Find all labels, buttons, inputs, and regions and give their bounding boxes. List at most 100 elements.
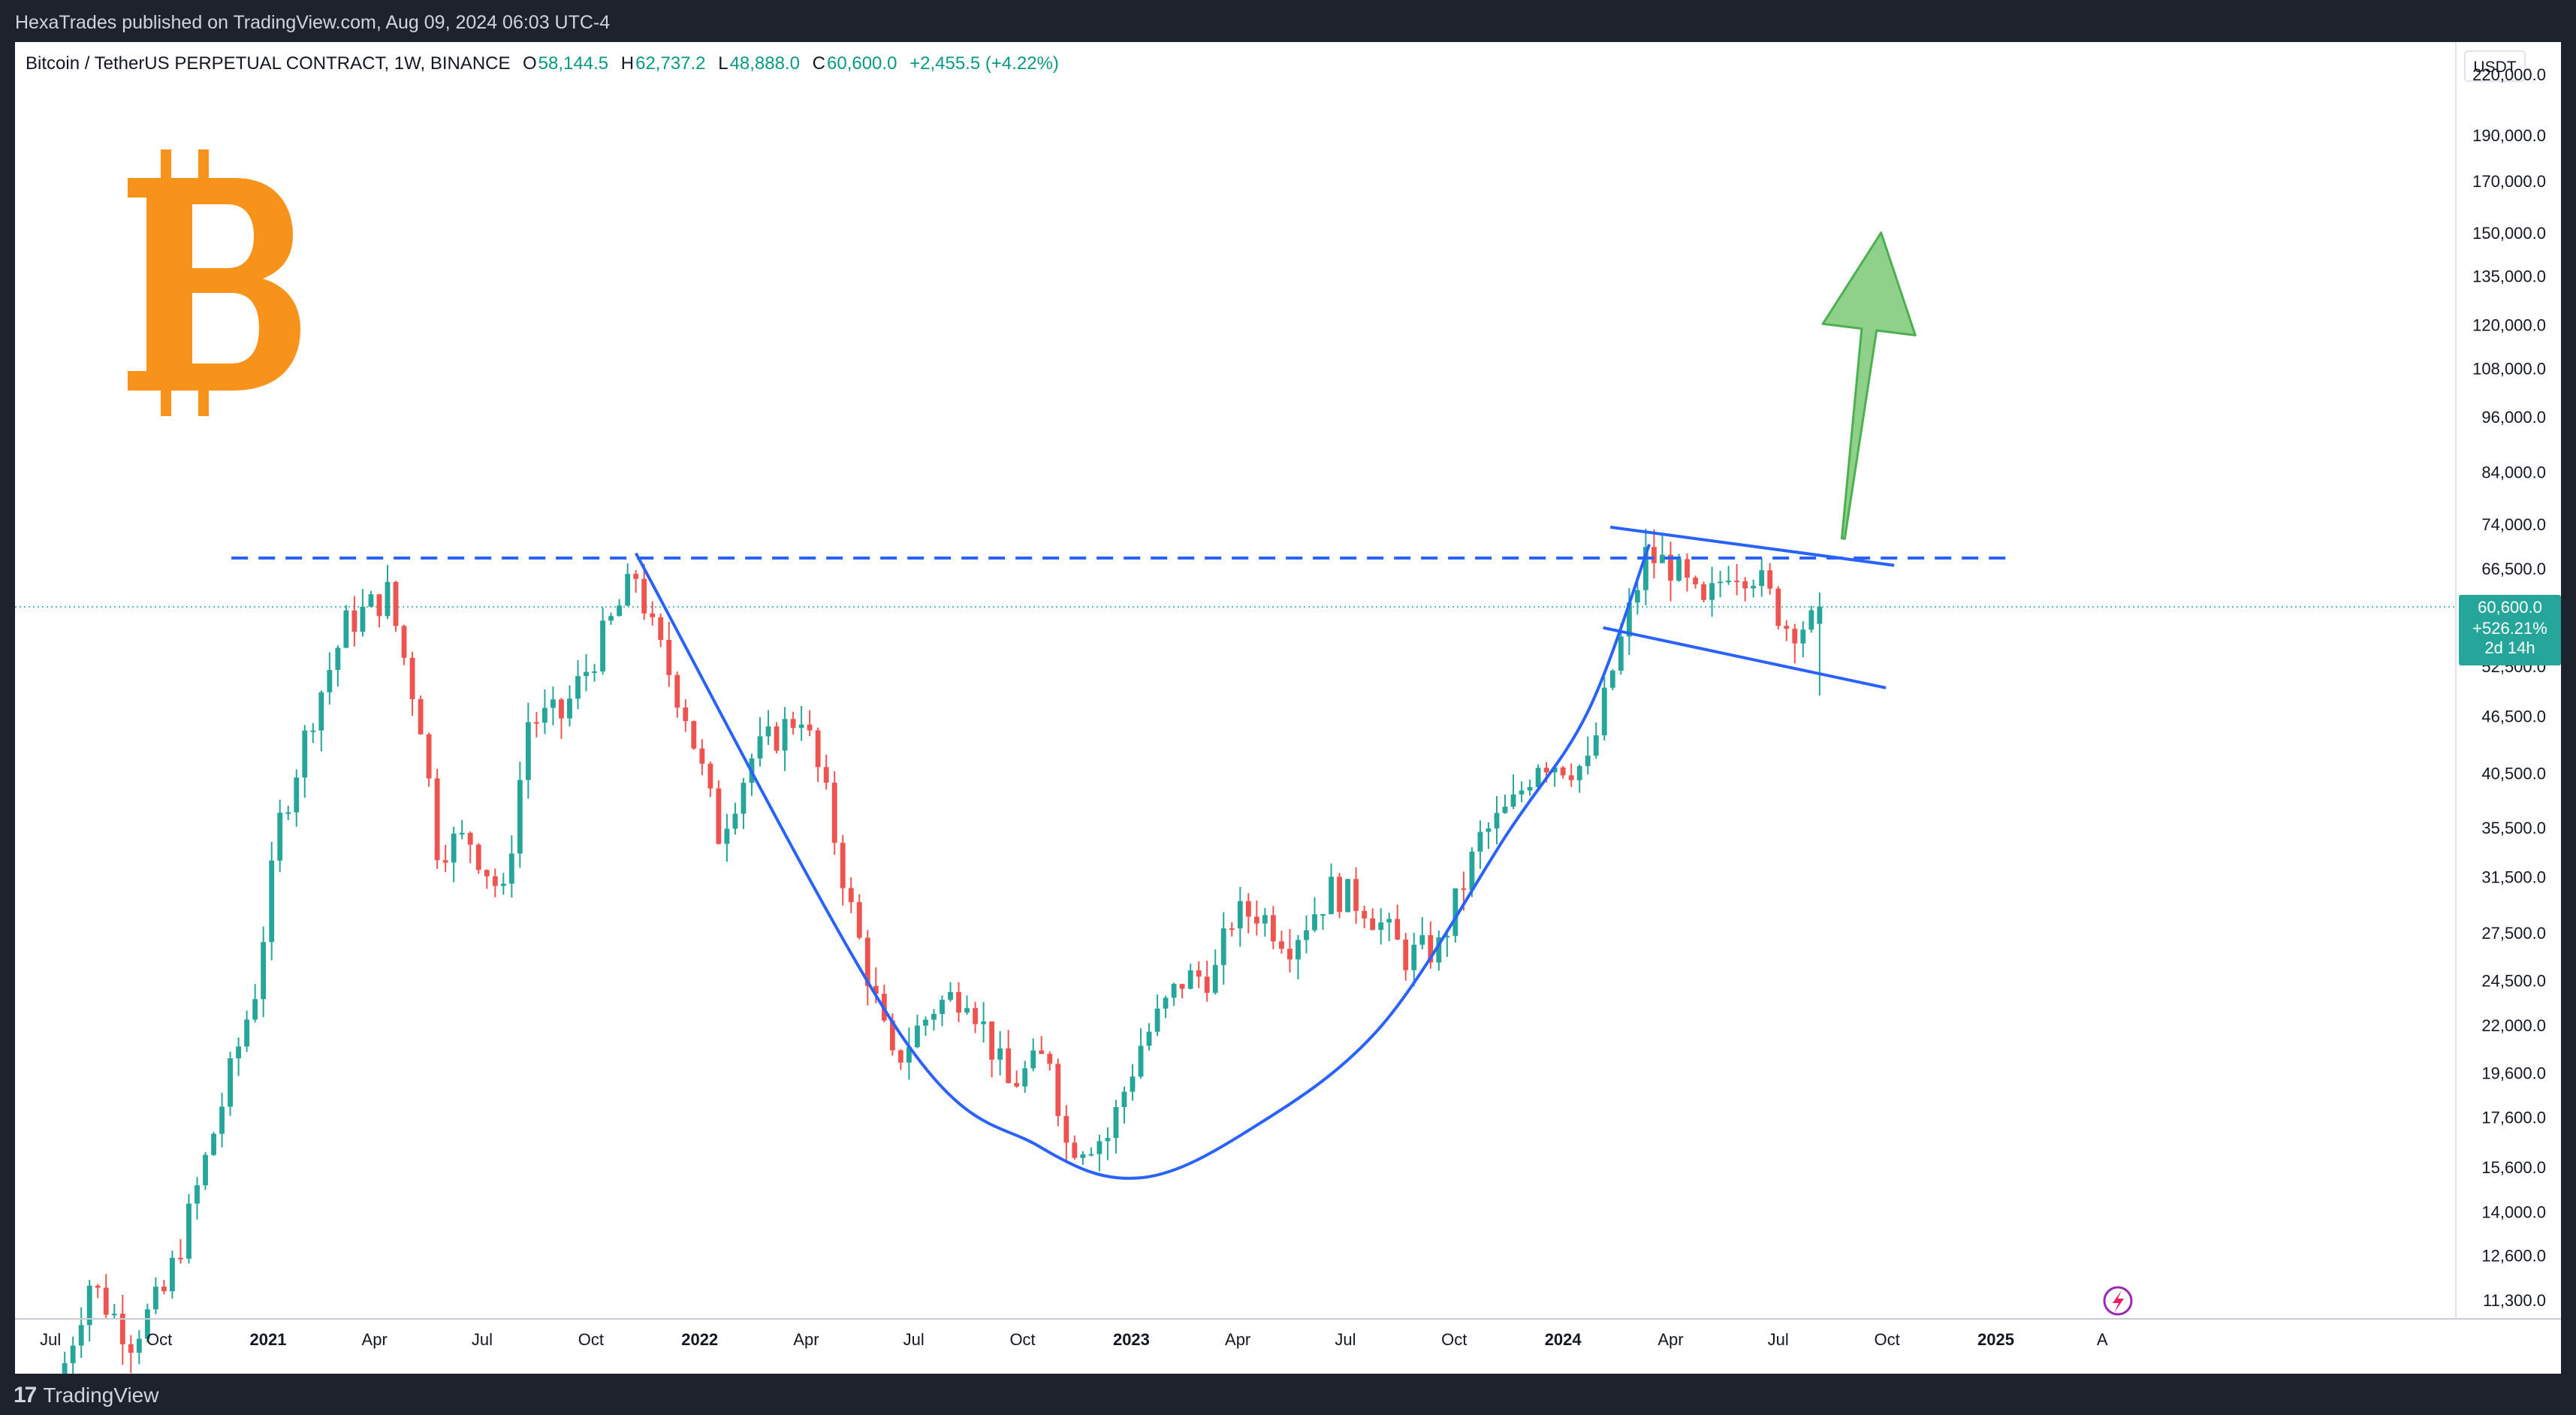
candle	[650, 601, 656, 626]
candle	[128, 1335, 134, 1374]
x-tick-label: A	[2097, 1330, 2108, 1349]
candle	[1800, 621, 1806, 658]
candle	[1039, 1036, 1045, 1054]
lightning-icon[interactable]	[2103, 1286, 2133, 1316]
currency-label[interactable]: USDT	[2473, 59, 2516, 76]
candle	[1312, 897, 1317, 933]
candle	[343, 605, 349, 649]
candle	[1179, 984, 1185, 999]
candle	[442, 844, 448, 873]
x-tick-label: 2021	[249, 1330, 286, 1349]
currency-button[interactable]	[2464, 50, 2526, 82]
target-arrow-icon[interactable]	[1821, 231, 1917, 540]
candle	[774, 722, 780, 754]
candle	[1362, 905, 1368, 929]
candle	[1063, 1105, 1069, 1163]
candle	[1767, 563, 1773, 595]
candle	[1055, 1058, 1061, 1127]
candle	[144, 1303, 150, 1343]
candle	[1212, 949, 1218, 995]
candle	[327, 652, 333, 705]
y-tick-label: 19,600.0	[2481, 1064, 2546, 1082]
y-tick-label: 17,600.0	[2481, 1109, 2546, 1127]
candle	[236, 1037, 242, 1076]
time-axis[interactable]: Jul Oct 2021 Apr Jul Oct 2022 Apr Jul Oct 2023 Apr J…	[15, 1318, 2561, 1349]
candle	[1237, 887, 1243, 947]
candle	[95, 1284, 101, 1299]
candle	[294, 769, 300, 827]
candle	[1386, 913, 1392, 942]
candle	[567, 685, 572, 727]
candle	[782, 707, 788, 771]
candle	[815, 727, 821, 783]
candle	[1146, 1023, 1152, 1051]
candle	[724, 813, 730, 862]
y-tick-label: 135,000.0	[2472, 267, 2546, 286]
candle	[277, 799, 283, 873]
close-value: 60,600.0	[827, 53, 897, 74]
y-tick-label: 220,000.0	[2472, 65, 2546, 84]
candle	[674, 671, 680, 718]
publish-info: HexaTrades published on TradingView.com,…	[15, 12, 611, 33]
candle	[1072, 1135, 1078, 1160]
candle	[989, 1021, 995, 1078]
candle	[1287, 928, 1293, 973]
candle	[1642, 528, 1648, 605]
candle	[1486, 822, 1492, 849]
tradingview-logo[interactable]: 17 TradingView	[14, 1383, 158, 1408]
y-tick-label: 96,000.0	[2481, 408, 2546, 427]
candle	[1734, 564, 1740, 596]
x-tick-label: Oct	[1874, 1330, 1899, 1349]
x-tick-label: Apr	[793, 1330, 819, 1349]
candle	[269, 841, 275, 961]
candle	[492, 868, 498, 898]
x-tick-label: Jul	[903, 1330, 925, 1349]
cup-curve[interactable]	[634, 544, 1651, 1180]
candle	[1808, 605, 1814, 633]
x-tick-label: 2024	[1545, 1330, 1582, 1349]
x-tick-label: 2022	[681, 1330, 718, 1349]
change-value: +2,455.5 (+4.22%)	[909, 53, 1059, 74]
candle	[451, 826, 457, 882]
chart-frame[interactable]: Bitcoin / TetherUS PERPETUAL CONTRACT, 1…	[15, 42, 2561, 1374]
x-tick-label: Jul	[472, 1330, 493, 1349]
candle	[1527, 780, 1533, 796]
candle	[1751, 579, 1757, 598]
candle	[897, 1049, 903, 1070]
chart-canvas[interactable]: Bitcoin / TetherUS PERPETUAL CONTRACT, 1…	[15, 42, 2561, 1374]
candle	[931, 1009, 937, 1031]
x-tick-label: Oct	[578, 1330, 604, 1349]
price-scale[interactable]: USDT 220,000.0 190,000.0 170,000.0 150,000.…	[2455, 42, 2561, 1319]
y-tick-label: 22,000.0	[2481, 1016, 2546, 1035]
candle	[525, 702, 531, 799]
candle	[1601, 677, 1607, 741]
candle	[1660, 535, 1665, 563]
candle	[798, 706, 804, 741]
y-tick-label: 74,000.0	[2481, 515, 2546, 534]
symbol-title[interactable]: Bitcoin / TetherUS PERPETUAL CONTRACT, 1…	[26, 53, 511, 74]
x-tick-label: Jul	[1768, 1330, 1789, 1349]
pattern-drawings[interactable]	[231, 231, 2007, 1180]
candle	[1096, 1134, 1102, 1172]
candle	[641, 563, 647, 620]
candle	[1337, 873, 1342, 919]
candle	[807, 710, 813, 737]
close-label: C	[813, 53, 825, 74]
y-tick-label: 84,000.0	[2481, 463, 2546, 481]
footer: 17 TradingView	[0, 1374, 2576, 1415]
candle	[1593, 722, 1599, 759]
candle	[956, 982, 961, 1022]
candle	[1030, 1038, 1036, 1072]
candle	[625, 563, 631, 607]
tradingview-mark-icon: 17	[14, 1383, 37, 1407]
candle	[285, 805, 291, 821]
candle	[1370, 908, 1376, 931]
candle	[86, 1279, 92, 1342]
flag-upper-line[interactable]	[1609, 525, 1895, 567]
candles	[62, 528, 1823, 1374]
candle	[62, 1351, 68, 1374]
candle	[923, 1016, 928, 1036]
candle	[699, 739, 705, 776]
flag-lower-line[interactable]	[1603, 626, 1887, 689]
candle	[666, 621, 672, 687]
